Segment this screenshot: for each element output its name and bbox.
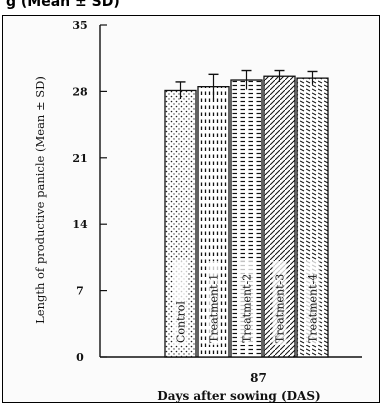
top-caption-strip: g (Mean ± SD) bbox=[0, 0, 385, 15]
bar-label-backdrop bbox=[272, 261, 287, 345]
bar-label: Treatment-2 bbox=[241, 274, 254, 343]
y-tick-label: 14 bbox=[72, 218, 88, 231]
y-tick-label: 21 bbox=[72, 152, 87, 165]
bar-label: Treatment-3 bbox=[274, 274, 287, 343]
bar-label-backdrop bbox=[305, 261, 320, 345]
x-axis-label: Days after sowing (DAS) bbox=[157, 389, 320, 403]
bar-label: Treatment-4 bbox=[307, 274, 320, 343]
x-tick-label: 87 bbox=[250, 371, 267, 385]
y-tick-label: 35 bbox=[72, 19, 87, 32]
y-tick-label: 7 bbox=[76, 285, 84, 298]
y-tick-label: 0 bbox=[76, 351, 84, 364]
y-axis-label: Length of productive panicle (Mean ± SD) bbox=[33, 76, 47, 324]
y-tick-label: 28 bbox=[72, 85, 88, 98]
bar-label: Control bbox=[175, 301, 188, 343]
bar-label-backdrop bbox=[173, 261, 188, 345]
bar-label-backdrop bbox=[239, 261, 254, 345]
bar-label-backdrop bbox=[206, 261, 221, 345]
bar-label: Treatment-1 bbox=[208, 274, 221, 343]
top-caption: g (Mean ± SD) bbox=[6, 0, 120, 10]
